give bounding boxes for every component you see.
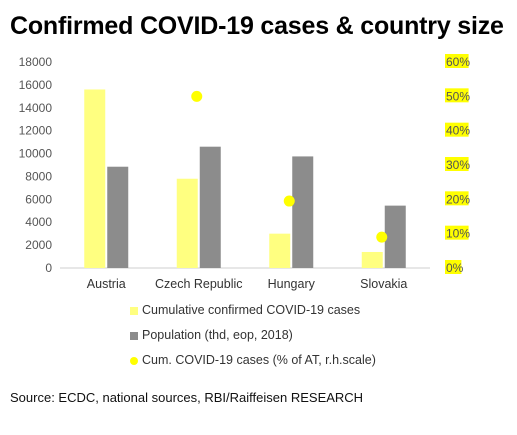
left-tick-label: 2000 [25, 238, 52, 252]
left-tick-label: 16000 [19, 78, 53, 92]
legend-swatch-cases [130, 307, 138, 315]
category-labels: Austria Czech Republic Hungary Slovakia [87, 277, 408, 291]
right-tick-label: 10% [446, 227, 470, 241]
left-tick-label: 8000 [25, 169, 52, 183]
legend-swatch-population [130, 332, 138, 340]
right-tick-highlight [445, 157, 469, 171]
bars [84, 89, 406, 268]
bar-cases-hungary [269, 233, 291, 268]
legend-swatch-share [130, 357, 138, 365]
right-tick-highlight [445, 122, 469, 137]
bar-cases-austria [84, 89, 106, 268]
right-tick-label: 60% [446, 55, 470, 69]
point-share-hungary [283, 195, 295, 207]
bar-population-slovakia [384, 205, 406, 268]
category-label: Hungary [268, 277, 316, 291]
right-tick-highlight [445, 54, 469, 68]
left-tick-label: 6000 [25, 192, 52, 206]
legend-label-share: Cum. COVID-19 cases (% of AT, r.h.scale) [142, 353, 376, 367]
left-tick-label: 12000 [19, 124, 53, 138]
left-tick-label: 10000 [19, 147, 53, 161]
scatter-points [191, 90, 388, 243]
right-tick-highlight [445, 191, 469, 206]
chart: 0 2000 4000 6000 8000 10000 12000 14000 16000 180… [19, 54, 470, 291]
point-share-slovakia [376, 231, 388, 243]
category-label: Slovakia [360, 277, 407, 291]
point-share-czech-republic [191, 90, 203, 102]
right-tick-label: 40% [446, 124, 470, 138]
bar-cases-czech-republic [176, 178, 198, 268]
category-label: Austria [87, 277, 126, 291]
left-tick-label: 0 [45, 261, 52, 275]
left-tick-label: 18000 [19, 55, 53, 69]
right-tick-label: 50% [446, 89, 470, 103]
chart-title: Confirmed COVID-19 cases & country size [10, 12, 504, 40]
right-tick-label: 30% [446, 158, 470, 172]
right-tick-label: 20% [446, 192, 470, 206]
bar-population-hungary [292, 156, 314, 268]
category-label: Czech Republic [155, 277, 243, 291]
left-tick-label: 14000 [19, 101, 53, 115]
legend-label-population: Population (thd, eop, 2018) [142, 328, 293, 342]
legend-label-cases: Cumulative confirmed COVID-19 cases [142, 303, 361, 317]
right-tick-highlight [445, 260, 462, 274]
right-axis: 0% 10% 20% 30% 40% 50% 60% [445, 54, 470, 275]
right-tick-highlight [445, 225, 469, 240]
left-tick-label: 4000 [25, 215, 52, 229]
bar-population-austria [107, 166, 129, 268]
left-axis: 0 2000 4000 6000 8000 10000 12000 14000 16000 180… [19, 55, 53, 275]
right-tick-highlight [445, 88, 469, 103]
bar-cases-slovakia [361, 251, 383, 268]
source-note: Source: ECDC, national sources, RBI/Raif… [10, 390, 364, 405]
right-tick-label: 0% [446, 261, 464, 275]
bar-population-czech-republic [199, 146, 221, 268]
